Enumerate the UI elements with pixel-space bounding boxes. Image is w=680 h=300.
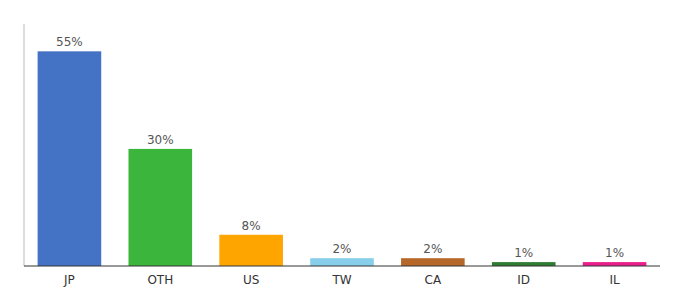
bar xyxy=(219,235,283,266)
data-label: 55% xyxy=(56,35,83,49)
data-label: 8% xyxy=(242,219,261,233)
x-tick-label: CA xyxy=(425,273,442,287)
x-axis-line xyxy=(24,266,660,267)
x-tick-label: JP xyxy=(63,273,75,287)
bar xyxy=(401,258,465,266)
bar xyxy=(310,258,374,266)
x-tick-label: OTH xyxy=(147,273,173,287)
chart-container: 55% 30% 8% 2% 2% 1% 1% JP OTH US TW CA ID IL xyxy=(0,0,680,300)
bars xyxy=(38,51,647,266)
data-label: 1% xyxy=(514,246,533,260)
bar xyxy=(128,149,192,266)
y-axis-line xyxy=(24,24,25,266)
x-tick-label: US xyxy=(243,273,259,287)
x-tick-label: ID xyxy=(517,273,530,287)
data-label: 2% xyxy=(332,242,351,256)
x-tick-label: IL xyxy=(609,273,620,287)
data-label: 2% xyxy=(423,242,442,256)
chart: 55% 30% 8% 2% 2% 1% 1% JP OTH US TW CA ID IL xyxy=(0,0,680,300)
bar xyxy=(38,51,102,266)
data-label: 30% xyxy=(147,133,174,147)
bar xyxy=(583,262,647,266)
x-tick-label: TW xyxy=(331,273,351,287)
bar xyxy=(492,262,556,266)
data-label: 1% xyxy=(605,246,624,260)
